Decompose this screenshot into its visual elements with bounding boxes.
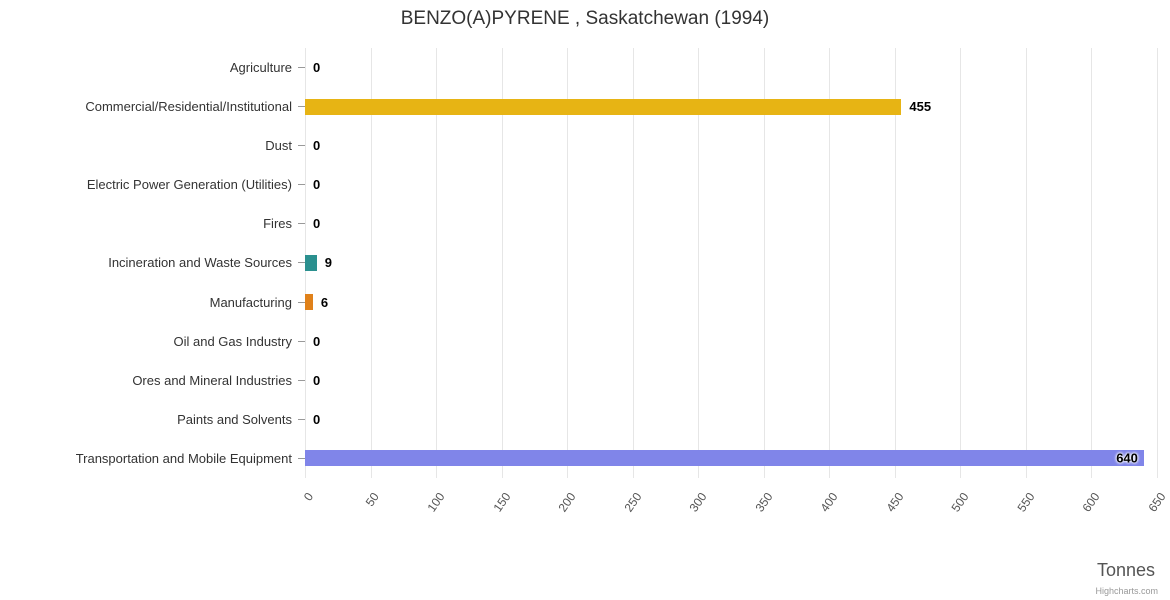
- x-tick-label: 150: [490, 490, 514, 515]
- chart-title: BENZO(A)PYRENE , Saskatchewan (1994): [400, 8, 770, 29]
- category-label: Paints and Solvents: [177, 411, 292, 427]
- x-tick-label: 500: [948, 490, 972, 515]
- y-axis-tick: [298, 418, 305, 420]
- gridline: [894, 48, 896, 478]
- value-label: 9: [324, 255, 333, 271]
- bar-row: 0: [305, 400, 1157, 439]
- category-label-row: Paints and Solvents: [0, 400, 305, 439]
- category-label-row: Commercial/Residential/Institutional: [0, 87, 305, 126]
- bar[interactable]: 640: [305, 450, 1144, 467]
- bars: 0 455 0 0 0 9 6 0 0 0 640: [305, 48, 1157, 478]
- category-label: Electric Power Generation (Utilities): [86, 177, 292, 193]
- x-axis: 0 50 100 150 200 250 300 350 400 450 500 550 600 650: [301, 482, 1168, 552]
- category-label: Dust: [265, 138, 292, 154]
- category-label-row: Electric Power Generation (Utilities): [0, 165, 305, 204]
- category-label-row: Dust: [0, 126, 305, 165]
- gridline: [960, 48, 962, 478]
- gridline: [698, 48, 700, 478]
- value-label: 6: [320, 294, 329, 310]
- gridline: [436, 48, 438, 478]
- x-tick-label: 400: [817, 490, 841, 515]
- gridline: [370, 48, 372, 478]
- category-label-row: Agriculture: [0, 48, 305, 87]
- bar[interactable]: [305, 294, 313, 310]
- x-tick-label: 600: [1079, 490, 1103, 515]
- value-label: 0: [313, 333, 321, 349]
- bar-row: 0: [305, 322, 1157, 361]
- gridlines: [305, 48, 1158, 478]
- value-label: 0: [313, 372, 321, 388]
- x-tick-label: 450: [883, 490, 907, 515]
- value-label: 0: [313, 138, 321, 154]
- x-tick-label: 250: [621, 490, 645, 515]
- bar[interactable]: [305, 254, 317, 271]
- gridline: [1157, 48, 1158, 478]
- category-label-row: Ores and Mineral Industries: [0, 361, 305, 400]
- y-axis-tick: [298, 184, 305, 186]
- category-label: Commercial/Residential/Institutional: [85, 99, 292, 115]
- category-label: Transportation and Mobile Equipment: [75, 450, 292, 466]
- category-label-row: Fires: [0, 204, 305, 243]
- category-label: Oil and Gas Industry: [173, 333, 293, 349]
- gridline: [567, 48, 569, 478]
- y-axis-tick: [298, 223, 305, 225]
- bar-row: 0: [305, 126, 1157, 165]
- category-label-row: Oil and Gas Industry: [0, 322, 305, 361]
- value-label: 640: [1116, 450, 1138, 466]
- category-label: Ores and Mineral Industries: [132, 372, 292, 388]
- y-axis-tick: [298, 340, 305, 342]
- x-tick-label: 0: [301, 490, 317, 504]
- category-label: Fires: [263, 216, 292, 232]
- value-label: 0: [313, 216, 321, 232]
- bar-row: 6: [305, 282, 1157, 321]
- bar-row: 455: [305, 87, 1157, 126]
- category-label: Incineration and Waste Sources: [108, 255, 292, 271]
- x-tick-label: 550: [1014, 490, 1038, 515]
- bar[interactable]: [305, 98, 902, 115]
- category-label-row: Incineration and Waste Sources: [0, 243, 305, 282]
- value-label: 0: [313, 411, 321, 427]
- y-axis-tick: [298, 379, 305, 381]
- plot-area: 0 455 0 0 0 9 6 0 0 0 640: [305, 48, 1158, 478]
- x-tick-label: 350: [752, 490, 776, 515]
- gridline: [829, 48, 831, 478]
- gridline: [1091, 48, 1093, 478]
- y-axis-tick: [298, 145, 305, 147]
- y-axis-tick: [298, 106, 305, 108]
- bar-row: 0: [305, 165, 1157, 204]
- category-label: Manufacturing: [209, 294, 292, 310]
- x-tick-label: 300: [686, 490, 710, 515]
- gridline: [632, 48, 634, 478]
- bar-row: 0: [305, 361, 1157, 400]
- bar-row: 0: [305, 204, 1157, 243]
- category-label-row: Manufacturing: [0, 282, 305, 321]
- bar-row: 640: [305, 439, 1157, 478]
- x-axis-title: Tonnes: [1096, 560, 1155, 580]
- y-axis-tick: [298, 457, 305, 459]
- y-axis-tick: [298, 67, 305, 69]
- y-axis-tick: [298, 301, 305, 303]
- x-tick-label: 650: [1145, 490, 1169, 515]
- category-labels: Agriculture Commercial/Residential/Instit…: [0, 48, 305, 478]
- bar-row: 9: [305, 243, 1157, 282]
- y-axis-tick: [298, 262, 305, 264]
- gridline: [1025, 48, 1027, 478]
- bar-row: 0: [305, 48, 1157, 87]
- category-label-row: Transportation and Mobile Equipment: [0, 439, 305, 478]
- x-tick-label: 100: [424, 490, 448, 515]
- x-tick-label: 50: [362, 490, 382, 509]
- value-label: 455: [909, 99, 932, 115]
- gridline: [501, 48, 503, 478]
- gridline: [763, 48, 765, 478]
- value-label: 0: [313, 60, 321, 76]
- highcharts-credit-link[interactable]: Highcharts.com: [1095, 586, 1158, 596]
- category-label: Agriculture: [229, 60, 292, 76]
- value-label: 0: [313, 177, 321, 193]
- x-tick-label: 200: [555, 490, 579, 515]
